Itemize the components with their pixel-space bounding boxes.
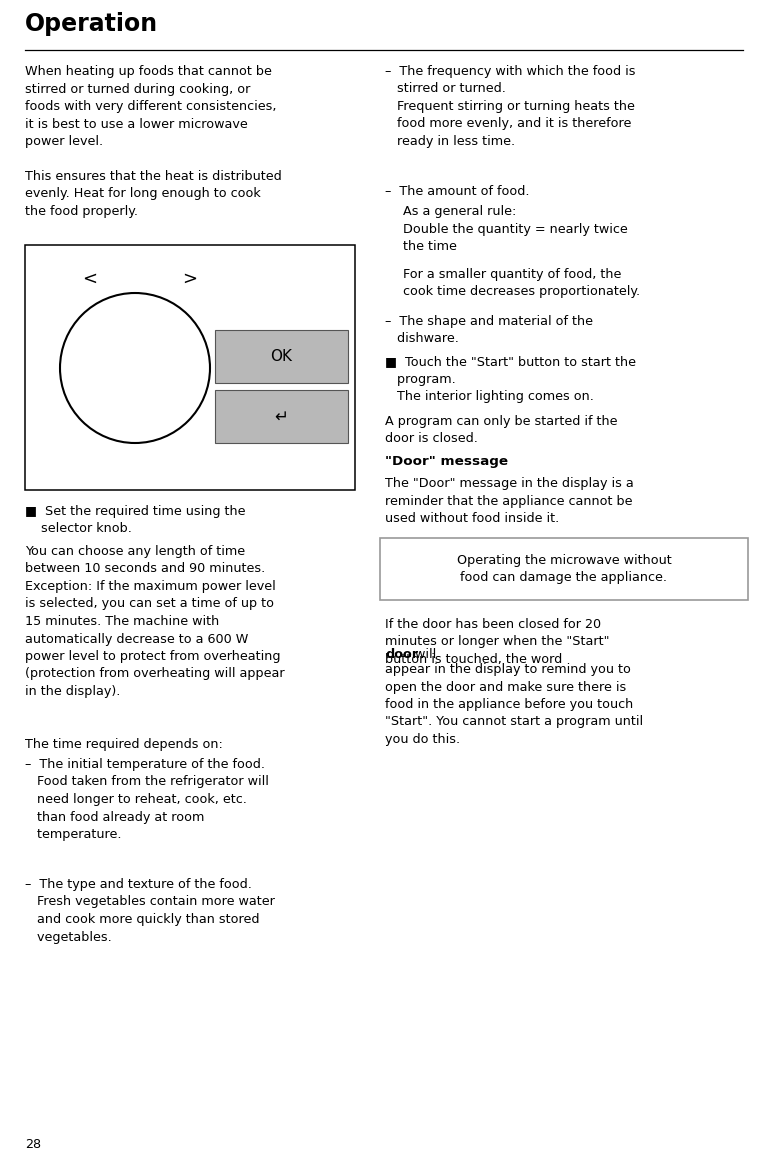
Text: ■  Set the required time using the
    selector knob.: ■ Set the required time using the select…	[25, 505, 246, 535]
Text: "Door" message: "Door" message	[385, 455, 508, 468]
Circle shape	[60, 293, 210, 444]
Text: will: will	[411, 648, 436, 661]
Text: You can choose any length of time
between 10 seconds and 90 minutes.
Exception: : You can choose any length of time betwee…	[25, 545, 285, 698]
Text: The "Door" message in the display is a
reminder that the appliance cannot be
use: The "Door" message in the display is a r…	[385, 477, 634, 525]
Text: As a general rule:
Double the quantity = nearly twice
the time: As a general rule: Double the quantity =…	[403, 205, 627, 252]
Text: door: door	[385, 648, 418, 661]
Text: A program can only be started if the
door is closed.: A program can only be started if the doo…	[385, 415, 617, 446]
Bar	[215, 330, 348, 383]
Text: –  The frequency with which the food is
   stirred or turned.
   Frequent stirri: – The frequency with which the food is s…	[385, 65, 635, 148]
Text: OK: OK	[270, 349, 293, 364]
Text: –  The initial temperature of the food.
   Food taken from the refrigerator will: – The initial temperature of the food. F…	[25, 758, 269, 841]
Text: –  The amount of food.: – The amount of food.	[385, 185, 529, 198]
Text: >: >	[183, 270, 197, 288]
Text: This ensures that the heat is distributed
evenly. Heat for long enough to cook
t: This ensures that the heat is distribute…	[25, 170, 282, 218]
Text: If the door has been closed for 20
minutes or longer when the "Start"
button is : If the door has been closed for 20 minut…	[385, 618, 610, 666]
Text: –  The shape and material of the
   dishware.: – The shape and material of the dishware…	[385, 315, 593, 345]
Text: –  The type and texture of the food.
   Fresh vegetables contain more water
   a: – The type and texture of the food. Fres…	[25, 878, 275, 944]
Text: Operation: Operation	[25, 12, 158, 36]
Text: When heating up foods that cannot be
stirred or turned during cooking, or
foods : When heating up foods that cannot be sti…	[25, 65, 276, 148]
Text: The time required depends on:: The time required depends on:	[25, 738, 223, 752]
Text: Operating the microwave without
food can damage the appliance.: Operating the microwave without food can…	[457, 554, 671, 585]
Text: <: <	[82, 270, 98, 288]
Text: 28: 28	[25, 1138, 41, 1151]
Text: ↵: ↵	[275, 408, 289, 425]
Bar	[215, 390, 348, 444]
Text: ■  Touch the "Start" button to start the
   program.
   The interior lighting co: ■ Touch the "Start" button to start the …	[385, 356, 636, 403]
Bar	[380, 538, 748, 600]
Text: For a smaller quantity of food, the
cook time decreases proportionately.: For a smaller quantity of food, the cook…	[403, 267, 640, 299]
Bar	[25, 245, 355, 490]
Text: appear in the display to remind you to
open the door and make sure there is
food: appear in the display to remind you to o…	[385, 664, 643, 746]
